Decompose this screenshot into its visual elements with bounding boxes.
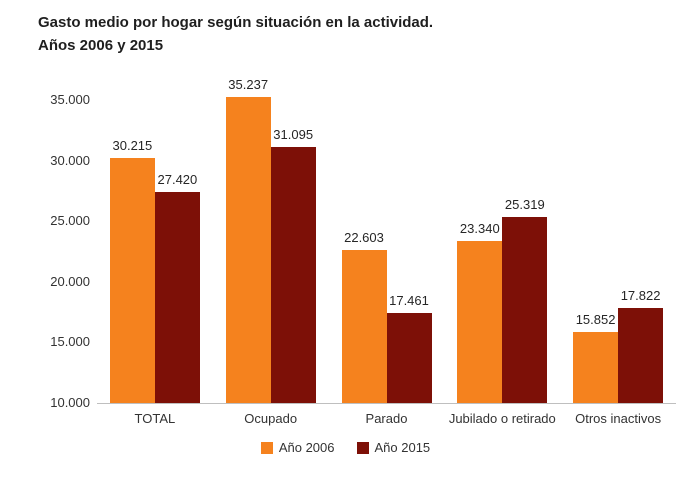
chart-title-line1: Gasto medio por hogar según situación en… bbox=[38, 14, 434, 31]
y-axis-label: 10.000 bbox=[50, 395, 90, 410]
chart-title: Gasto medio por hogar según situación en… bbox=[38, 12, 433, 57]
y-axis-label: 25.000 bbox=[50, 213, 90, 229]
legend-label-2015: Año 2015 bbox=[374, 440, 431, 455]
bar-año-2006-ocupado bbox=[225, 97, 271, 403]
x-axis-line bbox=[97, 403, 676, 404]
bar-año-2006-jubilado-o-retirado bbox=[457, 241, 503, 403]
legend-item-2006: Año 2006 bbox=[260, 440, 335, 455]
bar-value-label: 17.822 bbox=[620, 288, 661, 304]
bar-value-label: 27.420 bbox=[157, 171, 198, 187]
bar-año-2015-total bbox=[154, 191, 200, 403]
chart-title-line2: Años 2006 y 2015 bbox=[38, 36, 164, 54]
bar-año-2015-ocupado bbox=[270, 147, 316, 403]
bar-value-label: 15.852 bbox=[575, 312, 616, 328]
y-axis-label: 15.000 bbox=[50, 334, 90, 350]
legend-swatch-2006 bbox=[260, 441, 273, 454]
x-axis-label: Parado bbox=[365, 411, 408, 426]
x-axis-label: Otros inactivos bbox=[575, 411, 662, 426]
y-axis-label: 35.000 bbox=[50, 92, 90, 107]
x-axis-label: Ocupado bbox=[244, 411, 298, 426]
bar-value-label: 25.319 bbox=[504, 197, 545, 213]
bar-value-label: 30.215 bbox=[112, 137, 153, 153]
bar-value-label: 35.237 bbox=[228, 77, 269, 93]
legend-item-2015: Año 2015 bbox=[356, 440, 431, 455]
bar-año-2006-parado bbox=[341, 250, 387, 403]
legend-swatch-2015 bbox=[356, 441, 369, 454]
bar-año-2015-jubilado-o-retirado bbox=[502, 217, 548, 403]
bar-año-2015-parado bbox=[386, 312, 432, 403]
chart-legend: Año 2006 Año 2015 bbox=[0, 440, 691, 455]
y-axis-label: 20.000 bbox=[50, 273, 90, 289]
legend-label-2006: Año 2006 bbox=[278, 440, 335, 455]
x-axis-label: Jubilado o retirado bbox=[448, 411, 556, 426]
bar-value-label: 23.340 bbox=[459, 221, 500, 237]
bar-value-label: 31.095 bbox=[273, 127, 314, 143]
y-axis-label: 30.000 bbox=[50, 152, 90, 168]
bar-año-2006-otros-inactivos bbox=[573, 332, 619, 403]
bar-año-2015-otros-inactivos bbox=[618, 308, 664, 403]
x-axis-label: TOTAL bbox=[134, 411, 176, 426]
bar-value-label: 22.603 bbox=[344, 230, 384, 246]
bar-año-2006-total bbox=[109, 157, 155, 403]
bar-value-label: 17.461 bbox=[389, 292, 429, 308]
